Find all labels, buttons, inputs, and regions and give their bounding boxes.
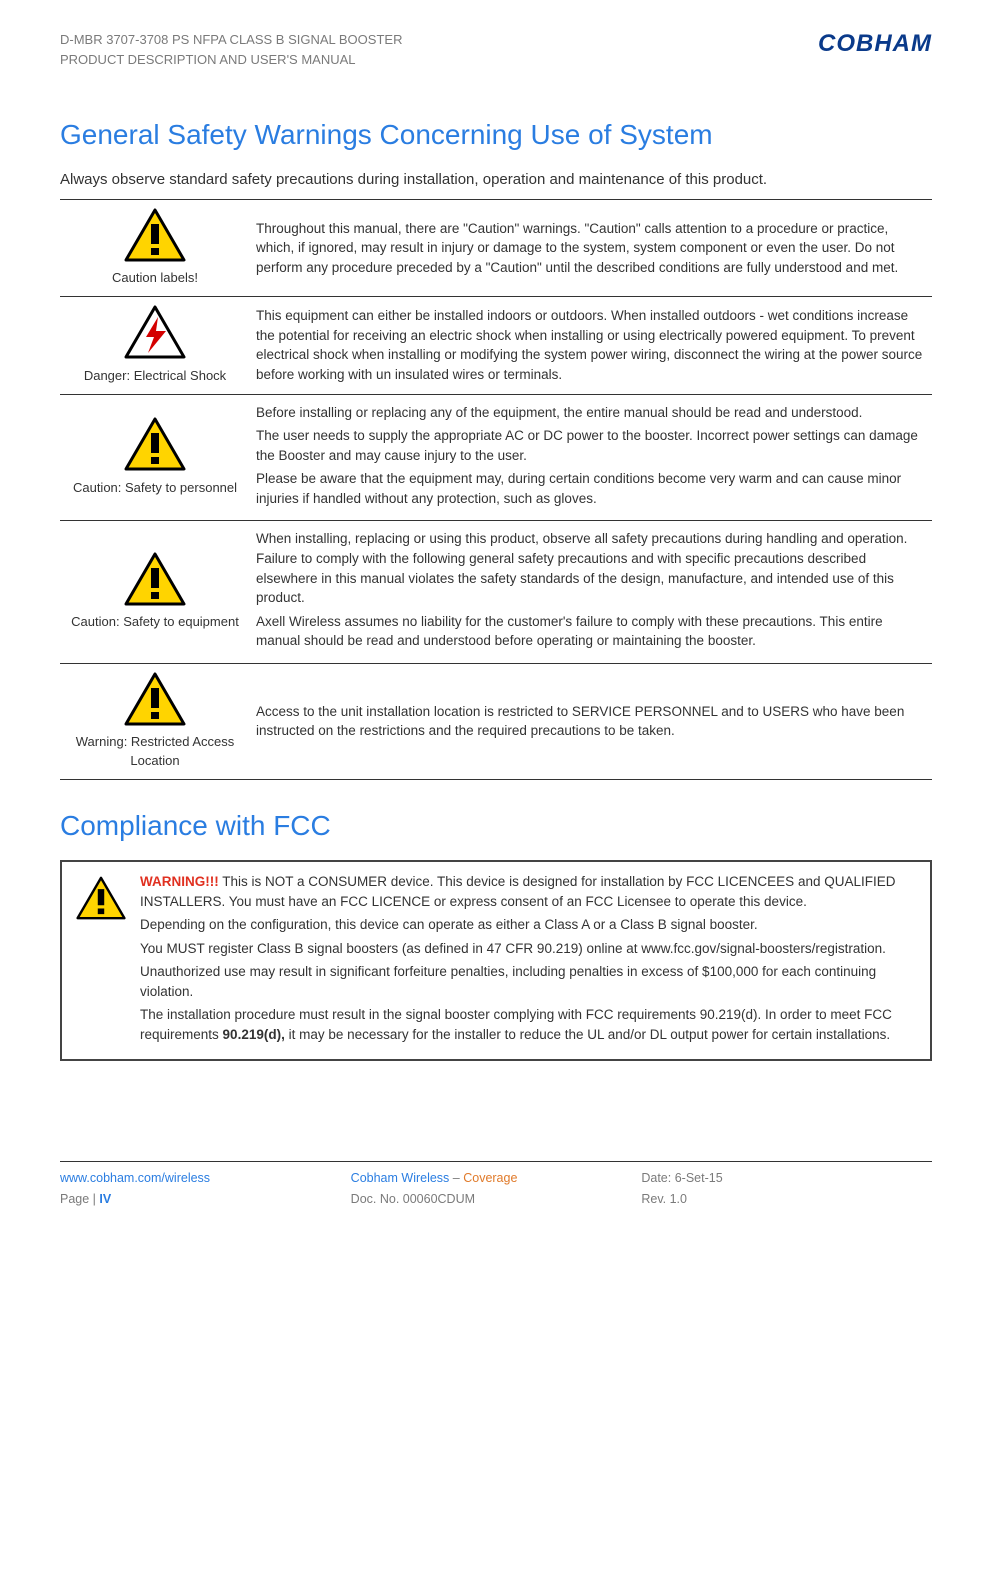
- safety-desc: Access to the unit installation location…: [250, 663, 932, 779]
- caution-triangle-icon: [124, 552, 186, 606]
- page-footer: www.cobham.com/wireless Page | IV Cobham…: [60, 1168, 932, 1211]
- footer-col-middle: Cobham Wireless – Coverage Doc. No. 0006…: [351, 1168, 642, 1211]
- footer-date-val: 6-Set-15: [675, 1171, 723, 1185]
- fcc-para-3: You MUST register Class B signal booster…: [140, 939, 916, 959]
- caution-triangle-icon: [124, 417, 186, 471]
- desc-para: Please be aware that the equipment may, …: [256, 469, 926, 508]
- icon-label: Caution: Safety to personnel: [66, 479, 244, 498]
- safety-desc: When installing, replacing or using this…: [250, 521, 932, 663]
- document-header: D-MBR 3707-3708 PS NFPA CLASS B SIGNAL B…: [60, 30, 932, 69]
- safety-desc: Before installing or replacing any of th…: [250, 394, 932, 521]
- footer-url[interactable]: www.cobham.com/wireless: [60, 1171, 210, 1185]
- safety-desc: Throughout this manual, there are "Cauti…: [250, 199, 932, 296]
- caution-triangle-icon: [124, 672, 186, 726]
- fcc-para-2: Depending on the configuration, this dev…: [140, 915, 916, 935]
- fcc-p1-text: This is NOT a CONSUMER device. This devi…: [140, 874, 895, 909]
- safety-row-electrical-shock: Danger: Electrical Shock This equipment …: [60, 297, 932, 394]
- safety-row-caution-labels: Caution labels! Throughout this manual, …: [60, 199, 932, 296]
- warning-label: WARNING!!!: [140, 874, 219, 889]
- footer-page-label: Page |: [60, 1192, 99, 1206]
- brand-logo: COBHAM: [818, 30, 932, 58]
- doc-header-title: D-MBR 3707-3708 PS NFPA CLASS B SIGNAL B…: [60, 30, 402, 69]
- caution-triangle-icon: [76, 876, 126, 920]
- fcc-p5c: it may be necessary for the installer to…: [285, 1027, 890, 1042]
- doc-title-line2: PRODUCT DESCRIPTION AND USER'S MANUAL: [60, 50, 402, 70]
- footer-brand: Cobham Wireless: [351, 1171, 450, 1185]
- icon-cell: Caution: Safety to equipment: [60, 521, 250, 663]
- footer-rev: Rev. 1.0: [641, 1189, 932, 1210]
- fcc-p5b: 90.219(d),: [223, 1027, 285, 1042]
- icon-label: Warning: Restricted Access Location: [66, 733, 244, 771]
- safety-desc: This equipment can either be installed i…: [250, 297, 932, 394]
- section-heading-fcc: Compliance with FCC: [60, 810, 932, 842]
- safety-row-restricted-access: Warning: Restricted Access Location Acce…: [60, 663, 932, 779]
- fcc-warning-box: WARNING!!! This is NOT a CONSUMER device…: [60, 860, 932, 1061]
- fcc-text-column: WARNING!!! This is NOT a CONSUMER device…: [140, 872, 916, 1049]
- footer-page-num: IV: [99, 1192, 111, 1206]
- desc-para: Axell Wireless assumes no liability for …: [256, 612, 926, 651]
- icon-cell: Warning: Restricted Access Location: [60, 663, 250, 779]
- footer-col-right: Date: 6-Set-15 Rev. 1.0: [641, 1168, 932, 1211]
- icon-cell: Caution: Safety to personnel: [60, 394, 250, 521]
- desc-para: When installing, replacing or using this…: [256, 529, 926, 607]
- icon-cell: Caution labels!: [60, 199, 250, 296]
- icon-label: Caution: Safety to equipment: [66, 613, 244, 632]
- footer-dash: –: [449, 1171, 463, 1185]
- icon-label: Danger: Electrical Shock: [66, 367, 244, 386]
- fcc-para-5: The installation procedure must result i…: [140, 1005, 916, 1044]
- footer-rule: [60, 1161, 932, 1162]
- icon-label: Caution labels!: [66, 269, 244, 288]
- icon-cell: Danger: Electrical Shock: [60, 297, 250, 394]
- fcc-para-1: WARNING!!! This is NOT a CONSUMER device…: [140, 872, 916, 911]
- desc-para: The user needs to supply the appropriate…: [256, 426, 926, 465]
- fcc-para-4: Unauthorized use may result in significa…: [140, 962, 916, 1001]
- footer-date-label: Date:: [641, 1171, 674, 1185]
- safety-intro: Always observe standard safety precautio…: [60, 169, 932, 191]
- caution-triangle-icon: [124, 208, 186, 262]
- doc-title-line1: D-MBR 3707-3708 PS NFPA CLASS B SIGNAL B…: [60, 30, 402, 50]
- safety-row-equipment: Caution: Safety to equipment When instal…: [60, 521, 932, 663]
- fcc-icon-column: [76, 872, 126, 925]
- desc-para: Before installing or replacing any of th…: [256, 403, 926, 423]
- footer-coverage: Coverage: [463, 1171, 517, 1185]
- electric-shock-icon: [124, 305, 186, 359]
- safety-row-personnel: Caution: Safety to personnel Before inst…: [60, 394, 932, 521]
- footer-docno: Doc. No. 00060CDUM: [351, 1189, 642, 1210]
- footer-col-left: www.cobham.com/wireless Page | IV: [60, 1168, 351, 1211]
- section-heading-safety: General Safety Warnings Concerning Use o…: [60, 119, 932, 151]
- logo-text: COBHAM: [818, 30, 932, 57]
- safety-warnings-table: Caution labels! Throughout this manual, …: [60, 199, 932, 780]
